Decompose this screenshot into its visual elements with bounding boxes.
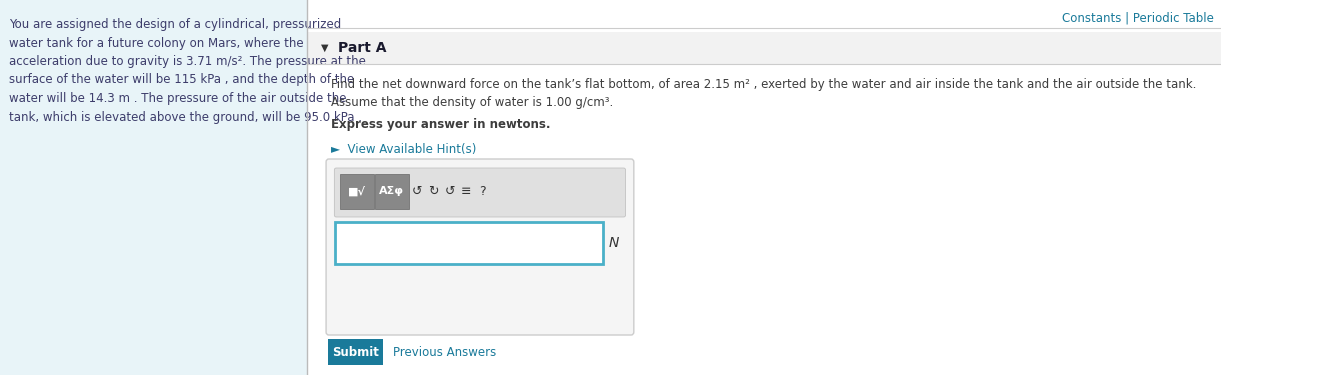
Text: ΑΣφ: ΑΣφ xyxy=(379,186,404,196)
FancyBboxPatch shape xyxy=(335,222,603,264)
Text: ↺: ↺ xyxy=(412,185,423,198)
Text: You are assigned the design of a cylindrical, pressurized
water tank for a futur: You are assigned the design of a cylindr… xyxy=(9,18,367,123)
Text: Previous Answers: Previous Answers xyxy=(393,345,496,358)
FancyBboxPatch shape xyxy=(375,174,408,209)
FancyBboxPatch shape xyxy=(328,339,383,365)
Text: ■√: ■√ xyxy=(348,186,365,196)
Text: ↻: ↻ xyxy=(428,185,439,198)
Text: Constants | Periodic Table: Constants | Periodic Table xyxy=(1061,12,1213,25)
Text: Express your answer in newtons.: Express your answer in newtons. xyxy=(331,118,551,131)
FancyBboxPatch shape xyxy=(335,168,625,217)
Text: Part A: Part A xyxy=(339,41,387,55)
FancyBboxPatch shape xyxy=(327,159,633,335)
Text: ►  View Available Hint(s): ► View Available Hint(s) xyxy=(331,143,476,156)
FancyBboxPatch shape xyxy=(0,0,307,375)
Text: Submit: Submit xyxy=(332,345,379,358)
Text: Assume that the density of water is 1.00 g/cm³.: Assume that the density of water is 1.00… xyxy=(331,96,613,109)
Text: ↺: ↺ xyxy=(444,185,455,198)
Text: Find the net downward force on the tank’s flat bottom, of area 2.15 m² , exerted: Find the net downward force on the tank’… xyxy=(331,78,1196,91)
FancyBboxPatch shape xyxy=(340,174,373,209)
Text: N: N xyxy=(609,236,620,250)
Text: ▼: ▼ xyxy=(320,43,328,53)
Text: ?: ? xyxy=(480,185,487,198)
FancyBboxPatch shape xyxy=(308,32,1221,64)
Text: ≡: ≡ xyxy=(461,185,472,198)
